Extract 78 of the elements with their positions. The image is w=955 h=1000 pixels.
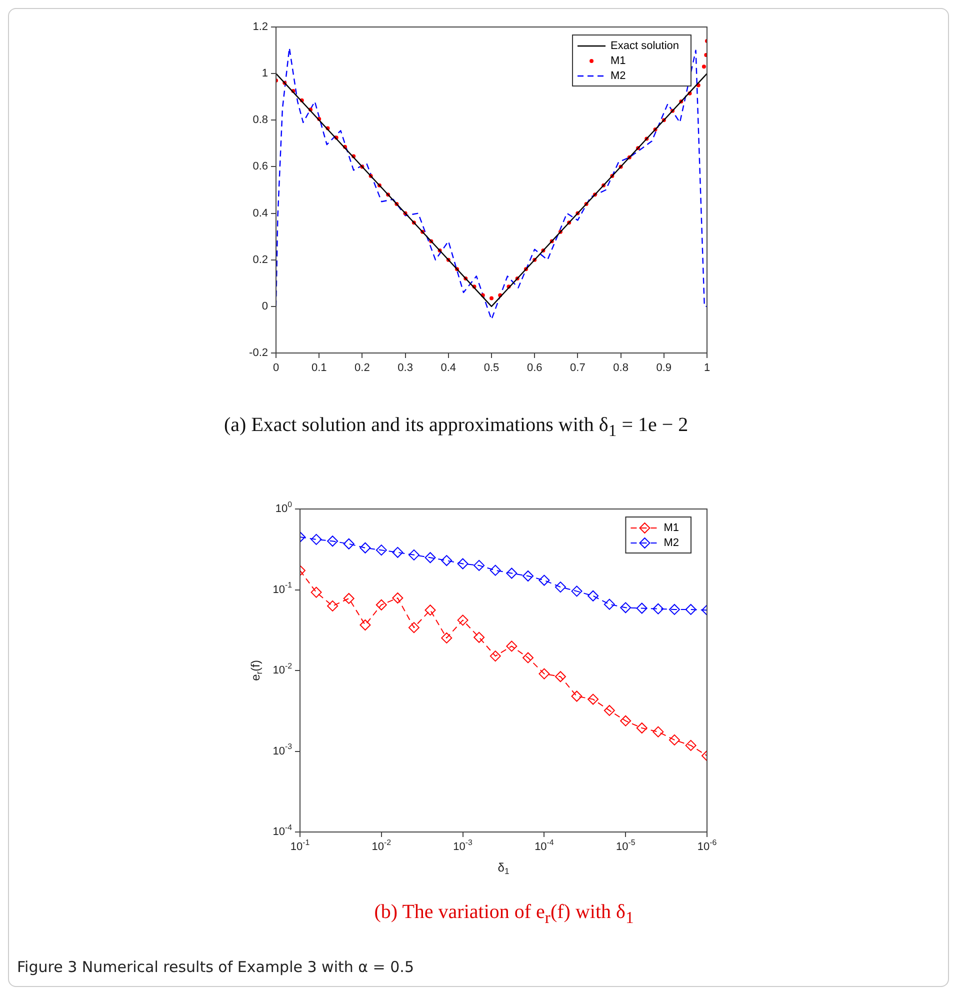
x-tick-label: 0.8 — [613, 362, 628, 374]
x-tick-label: 0.7 — [570, 362, 586, 374]
point — [538, 668, 550, 680]
legend-label: Exact solution — [610, 40, 680, 52]
point — [636, 722, 648, 734]
point — [506, 568, 518, 579]
point — [408, 549, 420, 560]
point — [704, 52, 707, 57]
point — [376, 599, 387, 610]
point — [424, 552, 436, 564]
point — [327, 536, 338, 547]
point — [441, 632, 452, 644]
caption: Figure 3 Numerical results of Example 3 with α = 0.5 — [17, 958, 415, 976]
legend-label: M2 — [664, 537, 679, 550]
y-tick-label: 1.2 — [252, 21, 268, 34]
point — [408, 622, 420, 634]
point — [424, 604, 436, 616]
point — [457, 558, 468, 570]
point — [474, 632, 485, 643]
y-tick-label: 0.8 — [252, 114, 268, 126]
y-tick-label: -0.2 — [249, 347, 268, 360]
legend-label: M2 — [610, 70, 626, 82]
text: (b) The variation of e$_{r}$(f) with δ$_{1}$ — [373, 901, 635, 928]
point — [506, 640, 518, 652]
point — [392, 592, 404, 604]
x-tick-label: 0.1 — [311, 362, 327, 374]
point — [490, 564, 501, 576]
point — [343, 538, 354, 550]
y-tick-label: 0 — [262, 300, 268, 312]
point — [604, 598, 615, 610]
legend-label: M1 — [610, 55, 626, 68]
x-tick-label: 0.5 — [484, 362, 500, 374]
point — [376, 544, 387, 556]
point — [620, 715, 632, 726]
point — [604, 704, 615, 716]
point — [571, 690, 582, 702]
point — [310, 534, 322, 545]
point — [457, 614, 468, 626]
y-tick-label: 0.2 — [252, 254, 268, 266]
point — [490, 296, 494, 300]
point — [554, 671, 566, 682]
point — [441, 555, 452, 566]
y-tick-label: 0.4 — [252, 207, 268, 220]
point — [588, 694, 599, 705]
point — [652, 603, 664, 614]
point — [310, 586, 322, 598]
x-tick-label: 0.2 — [354, 362, 370, 374]
y-tick-label: 1 — [262, 68, 268, 80]
point — [522, 652, 534, 664]
point — [685, 740, 696, 751]
point — [668, 604, 680, 615]
y-axis-title: er(f) — [248, 660, 264, 681]
legend-label: M1 — [664, 522, 679, 534]
x-tick-label: 0.4 — [440, 362, 456, 374]
point — [652, 726, 664, 738]
point — [327, 600, 338, 612]
x-tick-label: 0.6 — [526, 362, 542, 374]
x-tick-label: 1 — [704, 362, 710, 374]
x-tick-label: 0.9 — [656, 362, 672, 374]
point — [636, 602, 648, 614]
point — [588, 590, 599, 602]
text: (a) Exact solution and its approximations with δ$_{1}$ = 1e − 2 — [224, 414, 690, 441]
x-tick-label: 0.3 — [398, 362, 413, 374]
point — [360, 620, 371, 630]
point — [360, 542, 371, 554]
point — [522, 570, 534, 582]
point — [474, 560, 485, 571]
point — [538, 574, 550, 586]
point — [490, 650, 501, 662]
point — [343, 592, 354, 604]
y-tick-label: 0.6 — [252, 160, 268, 173]
point — [554, 582, 566, 593]
point — [571, 586, 582, 597]
point — [702, 64, 706, 69]
point — [392, 546, 404, 558]
point — [668, 734, 680, 746]
point — [685, 604, 696, 615]
point — [620, 602, 632, 614]
